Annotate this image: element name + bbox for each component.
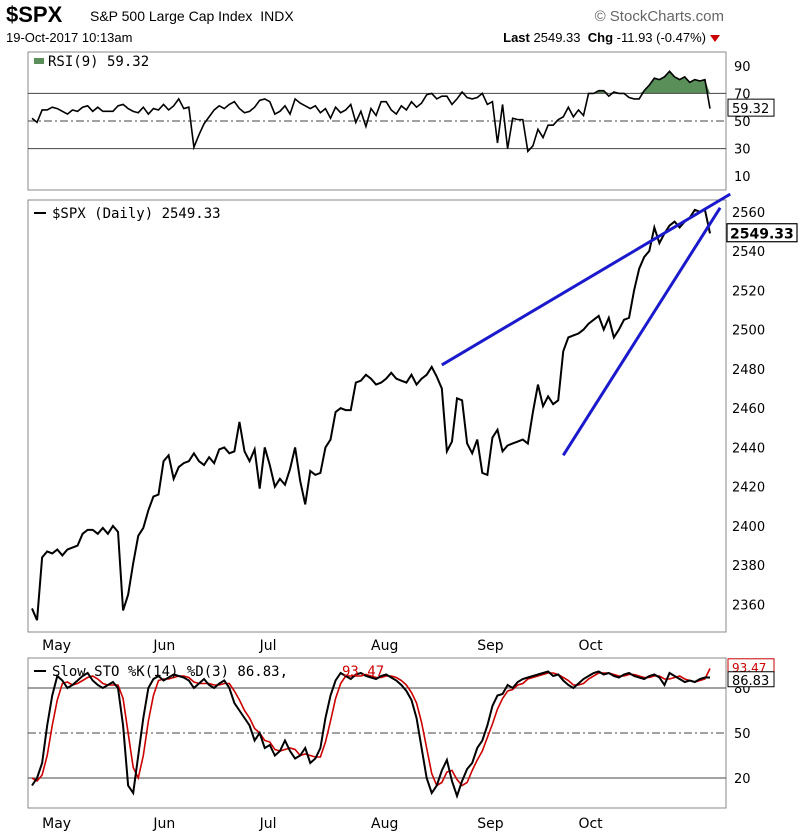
sto-x-label: Sep — [477, 816, 504, 832]
sto-tick-label: 50 — [734, 727, 751, 742]
rsi-current-box — [727, 98, 775, 117]
price-x-label: May — [42, 638, 71, 654]
sto-k-line — [31, 670, 710, 800]
sto-title-d-value: 93.47 — [342, 664, 384, 680]
sto-x-label: Jul — [259, 816, 277, 832]
rsi-title: RSI(9) 59.32 — [48, 54, 149, 70]
index-name: S&P 500 Large Cap Index INDX — [90, 8, 294, 24]
chg-value: -11.93 (-0.47%) — [616, 30, 706, 45]
price-title: $SPX (Daily) 2549.33 — [52, 206, 221, 222]
sto-tick-label: 20 — [734, 772, 751, 787]
sto-x-label: May — [42, 816, 71, 832]
price-tick-label: 2420 — [732, 481, 765, 496]
price-x-label: Jun — [152, 638, 175, 654]
price-tick-label: 2540 — [732, 245, 765, 260]
rsi-tick-label: 10 — [734, 170, 751, 185]
price-tick-label: 2360 — [732, 599, 765, 614]
price-tick-label: 2400 — [732, 520, 765, 535]
rsi-tick-label: 50 — [734, 115, 751, 130]
price-tick-label: 2560 — [732, 206, 765, 221]
sto-x-label: Oct — [578, 816, 603, 832]
sto-k-box — [727, 671, 775, 688]
sto-d-line — [31, 668, 711, 787]
chg-label: Chg — [587, 30, 614, 45]
price-tick-label: 2460 — [732, 402, 765, 417]
exchange-code: INDX — [260, 8, 294, 24]
index-title: S&P 500 Large Cap Index — [90, 8, 253, 24]
rsi-current-label: 59.32 — [732, 102, 769, 117]
price-x-label: Oct — [578, 638, 603, 654]
sto-x-label: Jun — [152, 816, 175, 832]
price-tick-label: 2440 — [732, 441, 765, 456]
price-series-line — [31, 208, 711, 621]
ticker-symbol: $SPX — [6, 2, 63, 27]
price-x-label: Sep — [477, 638, 504, 654]
price-tick-label: 2500 — [732, 324, 765, 339]
rsi-tick-label: 90 — [734, 60, 751, 75]
price-x-label: Jul — [259, 638, 277, 654]
sto-title: Slow STO %K(14) %D(3) 86.83, — [52, 664, 288, 680]
trendline-2 — [562, 207, 722, 457]
rsi-tick-label: 30 — [734, 143, 751, 158]
px-panel-frame — [27, 199, 727, 633]
last-label: Last — [503, 30, 530, 45]
price-current-label: 2549.33 — [730, 227, 794, 243]
price-current-box — [726, 223, 798, 243]
sto-k-current-label: 86.83 — [732, 674, 769, 689]
price-x-label: Aug — [371, 638, 398, 654]
last-value: 2549.33 — [533, 30, 581, 45]
trendline-1 — [441, 192, 732, 367]
down-arrow-icon — [710, 35, 720, 42]
chart-datetime: 19-Oct-2017 10:13am — [6, 30, 133, 45]
sto-x-label: Aug — [371, 816, 398, 832]
rsi-legend-swatch — [34, 58, 44, 64]
rsi-overbought-fill — [32, 71, 710, 94]
quote-line: Last 2549.33 Chg -11.93 (-0.47%) — [503, 30, 706, 45]
price-tick-label: 2520 — [732, 284, 765, 299]
price-tick-label: 2480 — [732, 363, 765, 378]
price-tick-label: 2380 — [732, 559, 765, 574]
brand-logo[interactable]: © StockCharts.com — [594, 8, 724, 25]
rsi-series-line — [31, 70, 711, 154]
